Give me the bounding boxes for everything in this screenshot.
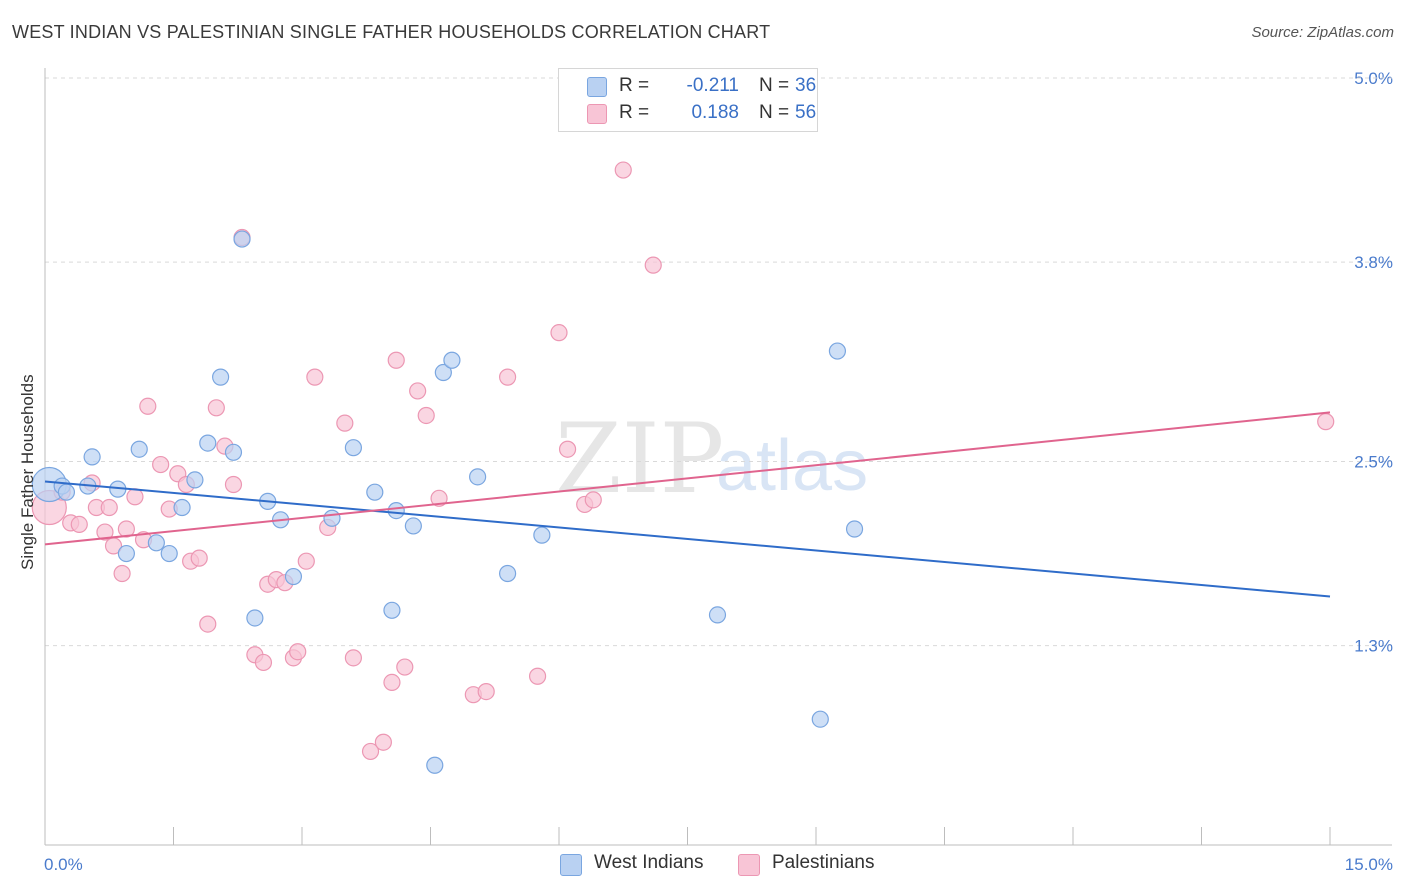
west-indians-point	[83, 448, 101, 466]
west-indians-point	[186, 471, 204, 489]
palestinians-point	[477, 682, 495, 701]
west-indians-point	[383, 601, 401, 619]
west-indians-point	[828, 342, 847, 360]
palestinians-point	[383, 673, 401, 691]
west-indians-point	[224, 443, 243, 461]
source-credit: Source: ZipAtlas.com	[1251, 24, 1394, 41]
west-indians-swatch	[560, 854, 582, 876]
palestinians-point	[584, 491, 602, 509]
palestinians-point	[190, 549, 208, 567]
west-indians-point	[147, 534, 165, 552]
palestinians-point	[550, 324, 568, 342]
west-indians-point	[57, 483, 76, 501]
legend-n-value: 56	[795, 102, 817, 123]
palestinians-point	[417, 406, 435, 425]
palestinians-point	[558, 440, 577, 458]
chart-title: WEST INDIAN VS PALESTINIAN SINGLE FATHER…	[12, 22, 771, 42]
west-indians-point	[434, 363, 452, 382]
legend-r-value: 0.188	[691, 102, 739, 123]
west-indians-trend-line	[44, 480, 1331, 598]
palestinians-point	[499, 368, 517, 386]
palestinians-point	[336, 414, 354, 432]
palestinians-point	[117, 520, 135, 538]
stats-legend: R = -0.211 N = 36 R = 0.188 N = 56	[558, 68, 818, 132]
legend-r-value: -0.211	[686, 75, 739, 96]
palestinians-point	[254, 653, 273, 672]
palestinians-point	[306, 368, 324, 386]
palestinians-point	[70, 515, 88, 533]
west-indians-point	[246, 609, 264, 627]
west-indians-point	[212, 368, 230, 386]
y-tick-label: 1.3%	[1354, 637, 1393, 656]
palestinians-point	[289, 643, 307, 661]
palestinians-point	[361, 742, 380, 761]
palestinians-point	[387, 351, 405, 369]
palestinians-trend-line	[44, 411, 1331, 546]
palestinians-point	[396, 658, 414, 676]
x-tick-label: 15.0%	[1345, 855, 1393, 874]
palestinians-point	[126, 488, 144, 506]
west-indians-point	[387, 501, 405, 520]
west-indians-point	[233, 230, 251, 248]
y-tick-label: 2.5%	[1354, 453, 1393, 472]
palestinians-point	[528, 667, 547, 685]
palestinians-point	[297, 552, 315, 570]
west-indians-point	[173, 498, 191, 517]
west-indians-point	[708, 606, 727, 624]
palestinians-point	[113, 564, 131, 583]
x-tick-label: 0.0%	[44, 855, 83, 874]
west-indians-point	[344, 439, 362, 457]
palestinians-point	[644, 256, 662, 274]
palestinians-point	[199, 615, 217, 633]
west-indians-point	[499, 564, 517, 583]
west-indians-point	[199, 434, 217, 452]
palestinians-point	[409, 382, 427, 400]
palestinians-point	[344, 649, 362, 667]
palestinians-swatch	[587, 104, 607, 124]
west-indians-point	[366, 483, 384, 501]
west-indians-point	[284, 567, 303, 586]
bottom-legend-label: Palestinians	[772, 852, 875, 873]
legend-n-label: N =	[759, 102, 790, 123]
west-indians-point	[160, 544, 178, 563]
palestinians-point	[1317, 413, 1335, 431]
palestinians-point	[152, 455, 170, 474]
legend-n-label: N =	[759, 75, 790, 96]
palestinians-point	[374, 733, 392, 751]
west-indians-point	[130, 440, 148, 458]
palestinians-point	[614, 161, 632, 179]
west-indians-point	[404, 517, 422, 535]
y-tick-label: 3.8%	[1354, 253, 1393, 272]
palestinians-point	[224, 475, 243, 494]
west-indians-point	[469, 468, 487, 486]
y-axis-label: Single Father Households	[18, 374, 37, 570]
legend-r-label: R =	[619, 75, 650, 96]
west-indians-point	[533, 526, 551, 544]
west-indians-point	[323, 509, 341, 527]
palestinians-point	[430, 489, 448, 507]
palestinians-point	[139, 397, 157, 415]
palestinians-point	[100, 498, 118, 517]
legend-n-value: 36	[795, 75, 817, 96]
legend-r-label: R =	[619, 102, 650, 123]
west-indians-point	[426, 756, 444, 774]
palestinians-point	[96, 523, 114, 541]
watermark-atlas: atlas	[716, 426, 868, 506]
palestinians-swatch	[738, 854, 760, 876]
west-indians-point	[117, 544, 135, 563]
bottom-legend-label: West Indians	[594, 852, 704, 873]
palestinians-point	[207, 399, 225, 417]
west-indians-point	[443, 351, 461, 369]
west-indians-point	[811, 710, 829, 728]
west-indians-swatch	[587, 77, 607, 97]
west-indians-point	[845, 520, 864, 538]
